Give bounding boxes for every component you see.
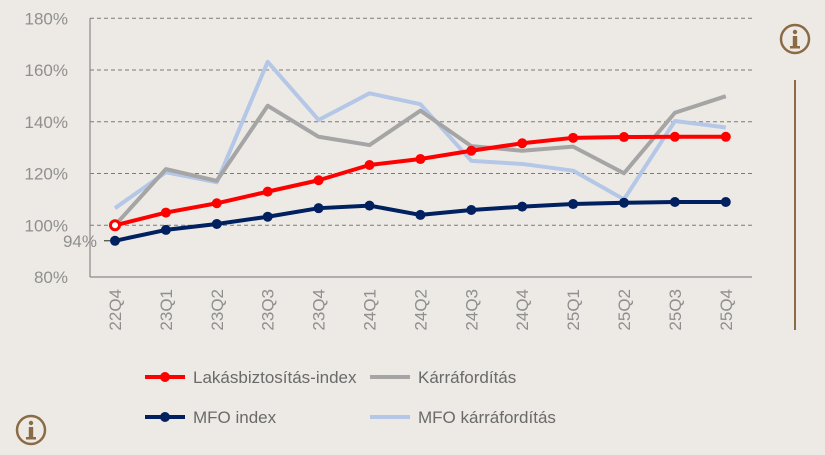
data-point [466,204,477,215]
legend-label: Lakásbiztosítás-index [193,368,357,387]
data-point [669,131,680,142]
data-point [517,201,528,212]
series-line-2 [114,199,726,243]
annotation-label: 94% [63,232,97,251]
x-tick-label: 24Q2 [411,289,430,331]
data-point [110,235,120,246]
x-tick-label: 23Q1 [157,289,176,331]
info-icon-stem [792,36,798,47]
info-icon-dot [28,420,34,426]
data-point [568,132,579,143]
info-icon [15,414,47,446]
legend-label: Kárráfordítás [418,368,516,387]
data-point [211,218,222,229]
y-tick-label: 100% [25,216,68,235]
legend-label: MFO kárráfordítás [418,408,556,427]
data-point [262,186,273,197]
info-icon-stem [28,427,34,438]
series-line-1 [113,94,727,227]
data-point [720,131,731,142]
info-icon-base [790,46,800,49]
data-point [313,175,324,186]
series-line-3 [113,59,727,210]
info-icon-dot [792,29,798,35]
y-tick-label: 180% [25,9,68,28]
x-tick-label: 25Q3 [666,289,685,331]
x-tick-label: 24Q3 [462,289,481,331]
data-point [364,159,375,170]
y-tick-label: 160% [25,61,68,80]
data-point [313,203,324,214]
x-tick-label: 23Q4 [310,289,329,331]
data-point [262,211,273,222]
data-point [720,196,731,207]
x-tick-label: 25Q2 [615,289,634,331]
data-point [619,132,629,143]
legend-marker [160,372,170,382]
data-point [619,197,629,208]
data-point [517,138,528,149]
y-tick-label: 120% [25,165,68,184]
data-point [669,196,680,207]
x-tick-label: 23Q3 [259,289,278,331]
legend-marker [160,412,170,422]
data-point [568,199,579,210]
data-point [160,207,171,218]
x-tick-label: 24Q1 [361,289,380,331]
data-point [160,224,171,235]
info-icon [779,23,811,55]
x-tick-label: 22Q4 [106,289,125,331]
y-tick-label: 140% [25,113,68,132]
x-tick-label: 23Q2 [208,289,227,331]
data-point [466,145,477,156]
data-point [415,209,426,220]
data-point [211,198,222,209]
x-tick-label: 25Q1 [564,289,583,331]
info-icon-base [26,437,36,440]
legend-label: MFO index [193,408,277,427]
y-tick-label: 80% [34,268,68,287]
data-point [415,154,426,165]
x-tick-label: 24Q4 [513,289,532,331]
data-point [364,200,375,211]
data-point [109,219,121,232]
x-tick-label: 25Q4 [717,289,736,331]
